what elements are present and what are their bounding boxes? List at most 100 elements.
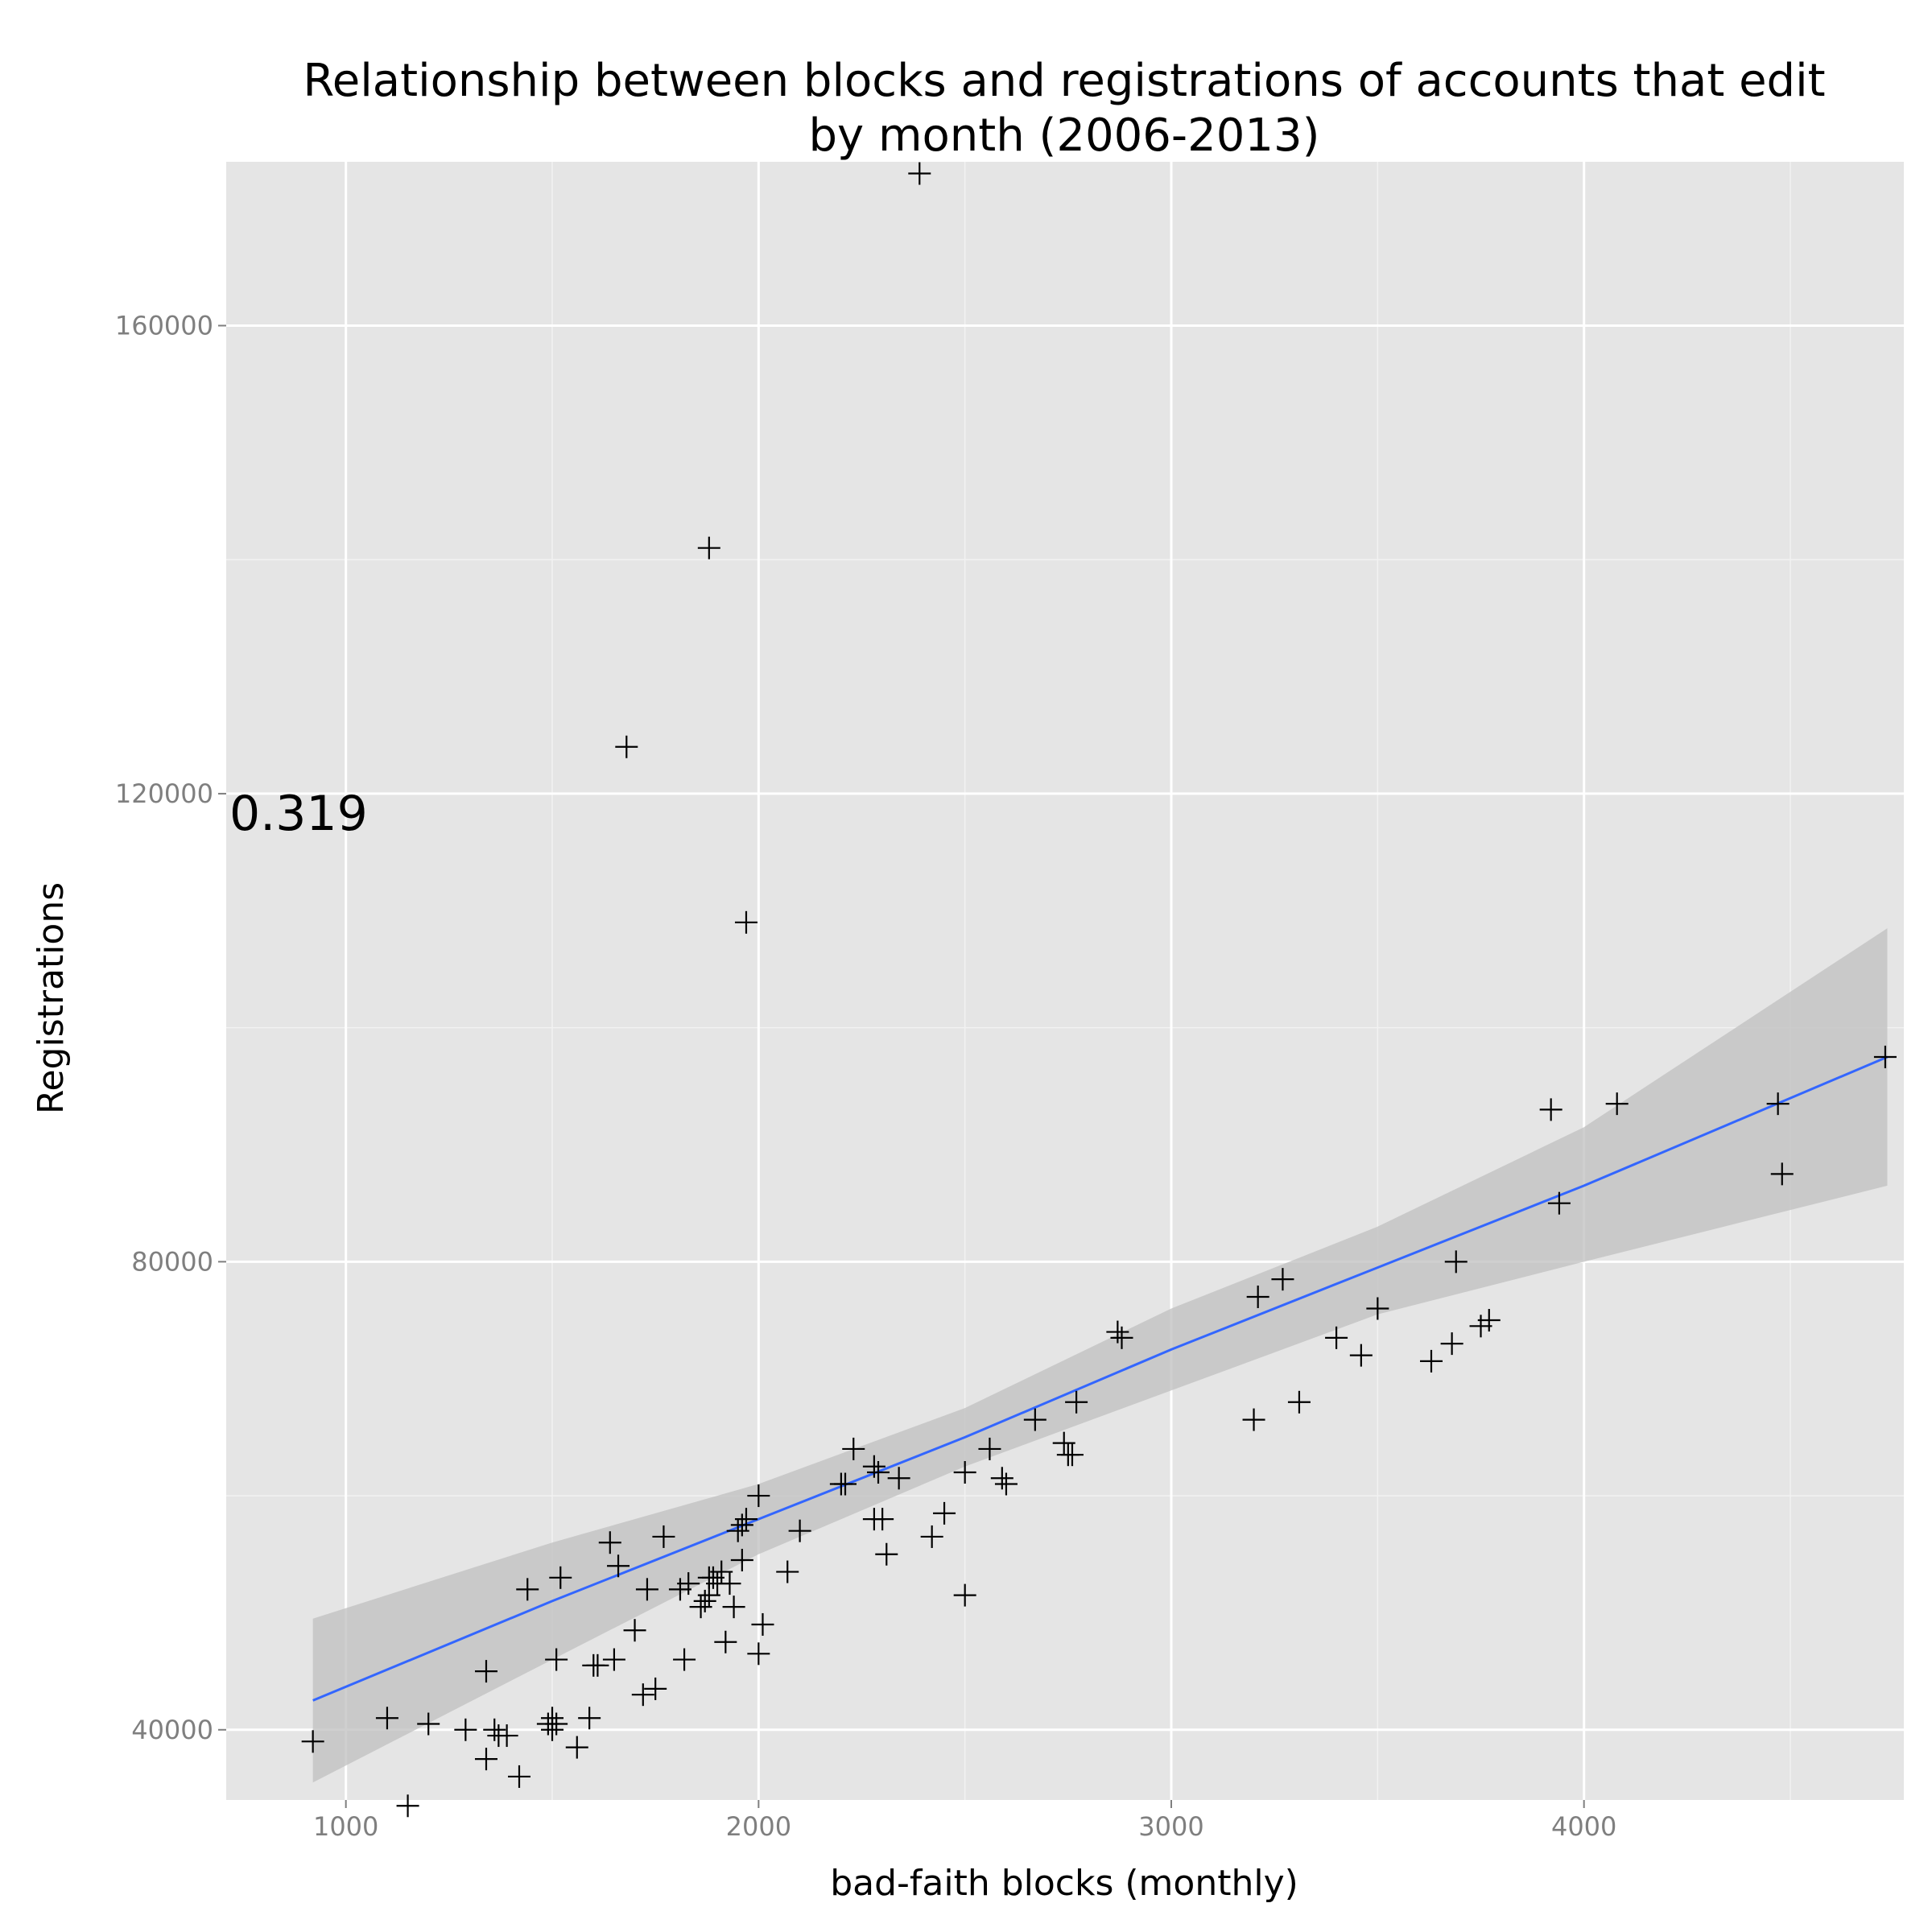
data-point (454, 1718, 477, 1741)
regression-line (312, 1055, 1889, 1702)
data-point (747, 1642, 770, 1666)
data-point (734, 1508, 758, 1531)
major-gridlines (226, 162, 1904, 1800)
y-axis-ticks: 40000 80000 120000 160000 (115, 311, 226, 1745)
data-point (635, 1578, 658, 1601)
data-point (1770, 1162, 1794, 1186)
data-point (887, 1467, 910, 1490)
data-point (644, 1677, 667, 1700)
data-point (668, 1578, 691, 1601)
data-point (1106, 1320, 1129, 1344)
data-point (697, 1566, 720, 1589)
data-point (602, 1648, 625, 1671)
data-point (541, 1718, 564, 1741)
data-point (1366, 1297, 1389, 1320)
data-point (516, 1578, 539, 1601)
data-point (1419, 1349, 1443, 1373)
data-point (673, 1648, 696, 1671)
correlation-annotation: 0.319 (229, 786, 368, 842)
y-tick-label: 80000 (131, 1246, 213, 1277)
data-point (1242, 1408, 1265, 1431)
data-point (730, 1513, 753, 1537)
data-point (301, 1730, 324, 1753)
data-point (1065, 1390, 1088, 1414)
data-point (1873, 1045, 1897, 1068)
y-tick-label: 40000 (131, 1715, 213, 1745)
data-point (953, 1461, 976, 1484)
chart-title-line-1: Relationship between blocks and registra… (303, 55, 1825, 107)
data-point (693, 1589, 716, 1612)
data-point (751, 1612, 774, 1636)
data-point (788, 1519, 811, 1542)
data-point (722, 1596, 745, 1619)
data-point (1052, 1431, 1075, 1455)
data-point (615, 735, 638, 758)
data-point (631, 1683, 654, 1707)
data-point (920, 1525, 943, 1548)
data-point (1444, 1250, 1468, 1274)
plot-panel (226, 162, 1904, 1800)
x-axis-ticks: 1000 2000 3000 4000 (313, 1800, 1616, 1842)
data-point (714, 1630, 737, 1653)
data-point (1547, 1191, 1571, 1215)
data-point (1539, 1098, 1563, 1121)
data-point (578, 1707, 601, 1730)
data-point (862, 1508, 886, 1531)
data-point (1110, 1326, 1133, 1349)
x-axis-label: bad-faith blocks (monthly) (830, 1863, 1298, 1904)
data-point (747, 1484, 770, 1508)
data-point (978, 1437, 1001, 1460)
y-tick-label: 160000 (115, 311, 213, 341)
data-point (598, 1531, 621, 1554)
data-point (375, 1707, 398, 1730)
data-point (565, 1736, 588, 1759)
data-point (730, 1549, 753, 1572)
y-axis-label: Registrations (31, 882, 72, 1114)
data-point (652, 1525, 675, 1548)
y-tick-label: 120000 (115, 778, 213, 809)
data-point (776, 1560, 799, 1583)
data-points (301, 162, 1897, 1818)
data-point (1477, 1309, 1501, 1332)
data-point (1287, 1390, 1311, 1414)
x-tick-label: 4000 (1551, 1811, 1616, 1842)
data-point (549, 1566, 572, 1589)
data-point (829, 1472, 852, 1496)
data-point (582, 1653, 605, 1677)
data-point (396, 1794, 419, 1818)
data-point (875, 1542, 898, 1566)
data-point (1349, 1344, 1373, 1367)
data-point (734, 910, 758, 934)
data-point (933, 1501, 956, 1525)
data-point (474, 1660, 497, 1683)
data-point (1246, 1285, 1269, 1308)
data-point (474, 1748, 497, 1771)
data-point (487, 1724, 510, 1748)
data-point (1060, 1443, 1084, 1467)
data-point (953, 1583, 976, 1607)
data-point (726, 1519, 749, 1542)
data-point (507, 1765, 530, 1788)
data-point (1605, 1092, 1629, 1116)
data-point (1271, 1268, 1294, 1291)
data-point (483, 1718, 506, 1741)
data-point (607, 1554, 630, 1578)
data-point (417, 1712, 440, 1736)
data-point (867, 1461, 890, 1484)
confidence-band (312, 928, 1888, 1783)
data-point (1440, 1332, 1463, 1356)
data-point (1023, 1408, 1046, 1431)
chart-title-line-2: by month (2006-2013) (809, 109, 1320, 162)
x-tick-label: 1000 (313, 1811, 378, 1842)
data-point (545, 1648, 568, 1671)
data-point (862, 1455, 886, 1478)
minor-gridlines (226, 162, 1904, 1800)
data-point (689, 1596, 712, 1619)
data-point (990, 1467, 1013, 1490)
data-point (536, 1712, 559, 1736)
data-point (697, 536, 720, 559)
data-point (1766, 1092, 1790, 1116)
data-point (994, 1472, 1018, 1496)
data-point (908, 162, 931, 185)
